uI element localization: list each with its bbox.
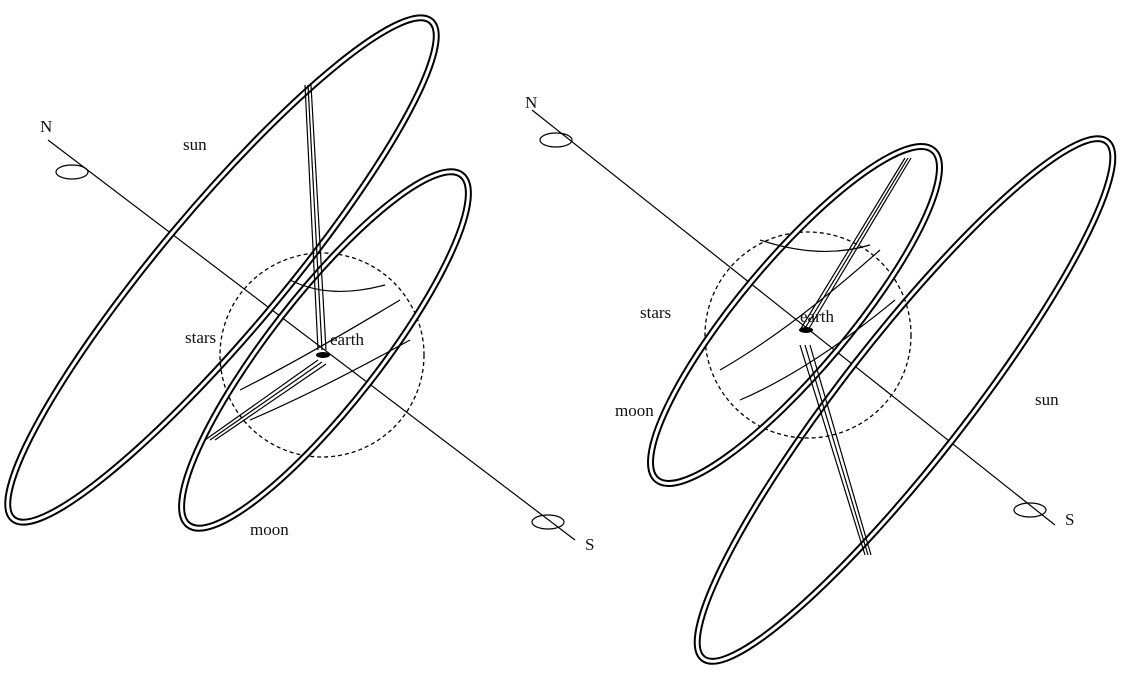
moon-ring <box>647 143 943 487</box>
star-paths <box>239 279 411 421</box>
label: moon <box>615 401 654 420</box>
sun-ring <box>4 14 440 526</box>
label: N <box>525 93 537 112</box>
label: moon <box>250 520 289 539</box>
moon-ring <box>178 168 472 532</box>
label: stars <box>185 328 216 347</box>
earth-dot <box>799 327 813 333</box>
rotation-loop <box>1013 502 1047 518</box>
rotation-loop <box>531 514 565 530</box>
label: stars <box>640 303 671 322</box>
label: sun <box>1035 390 1059 409</box>
label: N <box>40 117 52 136</box>
right-diagram: N stars earth moon sun S <box>525 93 1117 665</box>
rotation-loop <box>55 164 89 180</box>
sight-lines <box>799 157 912 556</box>
label: earth <box>800 307 834 326</box>
label: S <box>585 535 594 554</box>
sun-ring <box>693 135 1117 665</box>
celestial-sphere <box>219 252 425 458</box>
star-paths <box>719 239 896 401</box>
label: sun <box>183 135 207 154</box>
axis <box>47 139 576 541</box>
celestial-sphere <box>704 231 912 439</box>
left-diagram: N sun stars earth moon S <box>4 14 594 554</box>
rotation-loop <box>539 132 573 148</box>
axis <box>531 109 1056 526</box>
label: earth <box>330 330 364 349</box>
label: S <box>1065 510 1074 529</box>
earth-dot <box>316 352 330 358</box>
sight-lines <box>204 84 327 441</box>
